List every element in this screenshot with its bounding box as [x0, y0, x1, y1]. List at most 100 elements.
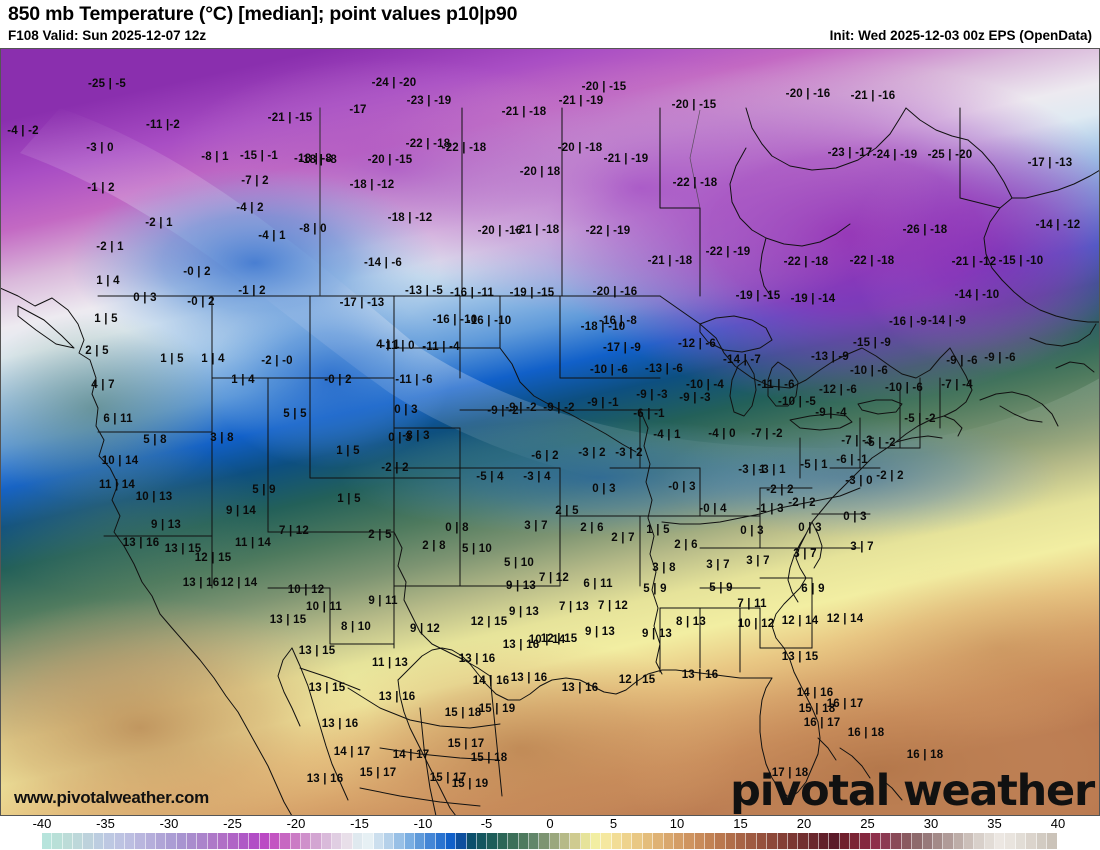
- point-value-label: 12 | 15: [618, 674, 656, 686]
- colorbar-swatch: [1015, 833, 1027, 849]
- point-value-label: -9 | -3: [636, 389, 668, 401]
- point-value-label: -6 | -1: [836, 454, 868, 466]
- pivotal-weather-logo: pivotal weather: [730, 766, 1095, 816]
- point-value-label: -20 | -16: [477, 225, 523, 237]
- colorbar-tick: -40: [32, 816, 52, 831]
- point-value-label: -9 | -4: [815, 407, 847, 419]
- colorbar-swatches[interactable]: [42, 833, 1058, 849]
- point-value-label: -2 | 2: [788, 497, 816, 509]
- point-value-label: 3 | 7: [793, 548, 817, 560]
- point-value-label: 14 | 17: [392, 749, 430, 761]
- point-value-label: -8 | 0: [299, 223, 327, 235]
- point-value-label: 6 | 9: [801, 583, 825, 595]
- colorbar-swatch: [52, 833, 63, 849]
- colorbar-swatch: [559, 833, 571, 849]
- colorbar-swatch: [104, 833, 115, 849]
- point-value-label: 13 | 16: [378, 691, 416, 703]
- point-value-label: -9 | -2: [543, 402, 575, 414]
- point-value-label: 5 | 10: [504, 557, 534, 569]
- point-value-label: 16 | 17: [803, 717, 841, 729]
- point-value-label: -17: [349, 104, 367, 116]
- point-value-label: 7 | 12: [539, 572, 569, 584]
- point-value-label: -0 | 3: [668, 481, 696, 493]
- point-value-label: -7 | 2: [241, 175, 269, 187]
- point-value-label: -15 | -1: [239, 150, 279, 162]
- point-value-label: -11 | -6: [395, 374, 433, 386]
- point-value-label: -14 | -10: [954, 289, 1000, 301]
- point-value-label: 15 | 18: [470, 752, 508, 764]
- point-value-label: -17 | -13: [339, 297, 385, 309]
- point-value-label: -16 | -10: [466, 315, 512, 327]
- colorbar-swatch: [767, 833, 778, 849]
- point-value-label: -13 | -9: [810, 351, 850, 363]
- colorbar-tick: 5: [609, 816, 618, 831]
- colorbar-swatch: [83, 833, 94, 849]
- map-canvas[interactable]: -4 | -2 -3 | 0 -1 | 2 -11 |-2 -25 | -5 -2 | 1…: [0, 48, 1100, 816]
- point-value-label: 12 | 14: [781, 615, 819, 627]
- colorbar-tick: 30: [923, 816, 939, 831]
- colorbar-swatch: [580, 833, 592, 849]
- point-value-label: -22 | -18: [441, 142, 487, 154]
- colorbar-swatch: [881, 833, 892, 849]
- point-value-label: 7 | 11: [737, 598, 767, 610]
- colorbar-swatch: [207, 833, 219, 849]
- point-value-label: -20 | -16: [785, 88, 831, 100]
- colorbar-swatch: [798, 833, 809, 849]
- point-value-label: -10 | -6: [589, 364, 629, 376]
- colorbar-tick: 0: [546, 816, 554, 831]
- point-value-label: -2 | -0: [261, 355, 293, 367]
- point-value-label: -4 | 1: [653, 429, 681, 441]
- point-value-label: 5 | 9: [709, 582, 733, 594]
- colorbar-swatch: [787, 833, 799, 849]
- colorbar-tick-labels: -40 -35 -30 -25 -20 -15 -10 -5 0 5 10 15 20 25 30 35 40: [0, 816, 1100, 832]
- point-value-label: -0 | 4: [699, 503, 727, 515]
- point-value-label: 3 | 7: [850, 541, 874, 553]
- colorbar-tick: -5: [480, 816, 493, 831]
- colorbar-swatch: [321, 833, 333, 849]
- point-value-label: 16 | 18: [847, 727, 885, 739]
- colorbar-tick: -35: [96, 816, 115, 831]
- colorbar-swatch: [383, 833, 395, 849]
- point-value-label: 11 | 14: [99, 479, 135, 491]
- point-value-label: 5 | 9: [643, 583, 667, 595]
- colorbar-swatch: [42, 833, 53, 849]
- colorbar-swatch: [746, 833, 757, 849]
- point-value-label: 3 | 8: [210, 432, 234, 444]
- point-value-label: 3 | 7: [706, 559, 730, 571]
- point-value-label: -16 | -10: [432, 314, 478, 326]
- colorbar-swatch: [238, 833, 250, 849]
- colorbar-swatch: [963, 833, 975, 849]
- point-value-label: -22 | -19: [585, 225, 631, 237]
- colorbar-swatch: [518, 833, 529, 849]
- point-value-label: -14 | -9: [927, 315, 967, 327]
- point-value-label: 10 | 11: [306, 601, 342, 613]
- point-value-label: 6 | 11: [583, 578, 613, 590]
- point-value-label: -18 | -12: [387, 212, 433, 224]
- point-value-label: -9 | -2: [505, 402, 537, 414]
- point-value-label: -20 | -15: [671, 99, 717, 111]
- point-value-label: -21 | -15: [267, 112, 313, 124]
- colorbar-swatch: [332, 833, 343, 849]
- point-value-label: -5 | -2: [904, 413, 936, 425]
- point-value-label: -20 | -15: [581, 81, 627, 93]
- colorbar-swatch: [725, 833, 737, 849]
- point-value-label: -22 | -18: [672, 177, 718, 189]
- point-value-label: 15 | 18: [798, 703, 836, 715]
- point-value-label: -6 | 2: [531, 450, 559, 462]
- point-value-label: 13 | 16: [122, 537, 160, 549]
- point-value-label: 2 | 5: [555, 505, 579, 517]
- point-value-label: -1 | 2: [87, 182, 115, 194]
- colorbar-swatch: [870, 833, 882, 849]
- point-value-label: 12 | 14: [220, 577, 258, 589]
- point-value-label: -0 | 2: [187, 296, 215, 308]
- init-time-label: Init: Wed 2025-12-03 00z EPS (OpenData): [829, 28, 1092, 43]
- point-value-label: -2 | 2: [381, 462, 409, 474]
- point-value-label: -21 | -18: [501, 106, 547, 118]
- point-value-label: -8 | 1: [201, 151, 229, 163]
- colorbar-tick: -15: [350, 816, 369, 831]
- colorbar-tick: -25: [223, 816, 242, 831]
- point-value-label: 0 | 3: [133, 292, 157, 304]
- colorbar-swatch: [829, 833, 840, 849]
- point-value-label: -3 | 0: [86, 142, 114, 154]
- point-value-label: 14 | 16: [796, 687, 834, 699]
